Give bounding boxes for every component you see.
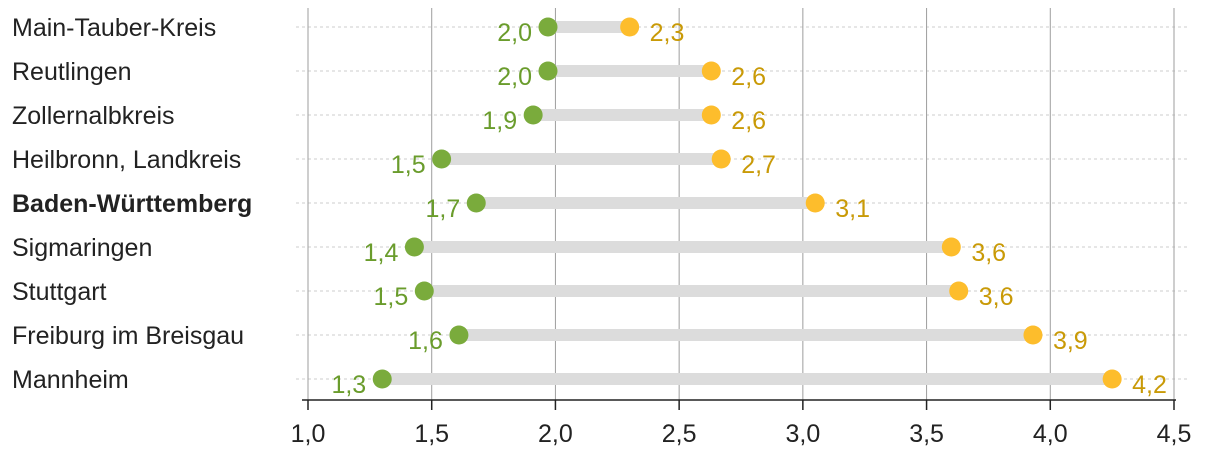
label-high-stuttgart: 3,6 [979, 283, 1014, 311]
point-high-mannheim [1102, 369, 1122, 389]
label-low-reutlingen: 2,0 [497, 63, 532, 91]
data-points [372, 17, 1122, 389]
category-label-sigmaringen: Sigmaringen [12, 234, 152, 262]
category-label-reutlingen: Reutlingen [12, 58, 132, 86]
category-label-stuttgart: Stuttgart [12, 278, 107, 306]
label-high-freiburg-im-breisgau: 3,9 [1053, 327, 1088, 355]
point-high-zollernalbkreis [701, 105, 721, 125]
label-high-baden-wuerttemberg: 3,1 [835, 195, 870, 223]
x-tick-label-6: 4,0 [1033, 420, 1068, 448]
label-low-stuttgart: 1,5 [374, 283, 409, 311]
label-low-freiburg-im-breisgau: 1,6 [408, 327, 443, 355]
point-high-sigmaringen [941, 237, 961, 257]
x-tick-label-0: 1,0 [291, 420, 326, 448]
point-low-sigmaringen [404, 237, 424, 257]
label-high-sigmaringen: 3,6 [971, 239, 1006, 267]
label-low-heilbronn-landkreis: 1,5 [391, 151, 426, 179]
point-low-main-tauber-kreis [538, 17, 558, 37]
point-low-stuttgart [414, 281, 434, 301]
x-tick-label-1: 1,5 [414, 420, 449, 448]
x-tick-label-4: 3,0 [785, 420, 820, 448]
point-high-baden-wuerttemberg [805, 193, 825, 213]
category-label-freiburg-im-breisgau: Freiburg im Breisgau [12, 322, 244, 350]
label-low-baden-wuerttemberg: 1,7 [425, 195, 460, 223]
data-labels: 2,0 2,3 2,0 2,6 1,9 2,6 1,5 2,7 1,7 3,1 1,4 3,6 1,5 3… [331, 19, 1166, 399]
label-low-mannheim: 1,3 [331, 371, 366, 399]
label-low-main-tauber-kreis: 2,0 [497, 19, 532, 47]
point-low-heilbronn-landkreis [432, 149, 452, 169]
label-low-zollernalbkreis: 1,9 [482, 107, 517, 135]
label-high-mannheim: 4,2 [1132, 371, 1167, 399]
label-high-zollernalbkreis: 2,6 [731, 107, 766, 135]
category-label-zollernalbkreis: Zollernalbkreis [12, 102, 175, 130]
point-high-reutlingen [701, 61, 721, 81]
x-tick-label-7: 4,5 [1157, 420, 1192, 448]
point-low-reutlingen [538, 61, 558, 81]
category-label-mannheim: Mannheim [12, 366, 129, 394]
label-high-reutlingen: 2,6 [731, 63, 766, 91]
point-low-freiburg-im-breisgau [449, 325, 469, 345]
category-label-baden-wuerttemberg: Baden-Württemberg [12, 190, 252, 218]
point-high-stuttgart [949, 281, 969, 301]
x-tick-label-2: 2,0 [538, 420, 573, 448]
x-axis: 1,0 1,5 2,0 2,5 3,0 3,5 4,0 4,5 [291, 399, 1192, 448]
category-label-main-tauber-kreis: Main-Tauber-Kreis [12, 14, 216, 42]
x-tick-label-3: 2,5 [662, 420, 697, 448]
label-low-sigmaringen: 1,4 [364, 239, 399, 267]
connector-bars [382, 21, 1113, 385]
point-low-baden-wuerttemberg [466, 193, 486, 213]
point-high-freiburg-im-breisgau [1023, 325, 1043, 345]
label-high-main-tauber-kreis: 2,3 [650, 19, 685, 47]
category-label-heilbronn-landkreis: Heilbronn, Landkreis [12, 146, 241, 174]
category-labels: Main-Tauber-Kreis Reutlingen Zollernalbkre… [12, 14, 252, 394]
point-high-heilbronn-landkreis [711, 149, 731, 169]
x-tick-label-5: 3,5 [909, 420, 944, 448]
point-low-mannheim [372, 369, 392, 389]
point-low-zollernalbkreis [523, 105, 543, 125]
point-high-main-tauber-kreis [620, 17, 640, 37]
label-high-heilbronn-landkreis: 2,7 [741, 151, 776, 179]
